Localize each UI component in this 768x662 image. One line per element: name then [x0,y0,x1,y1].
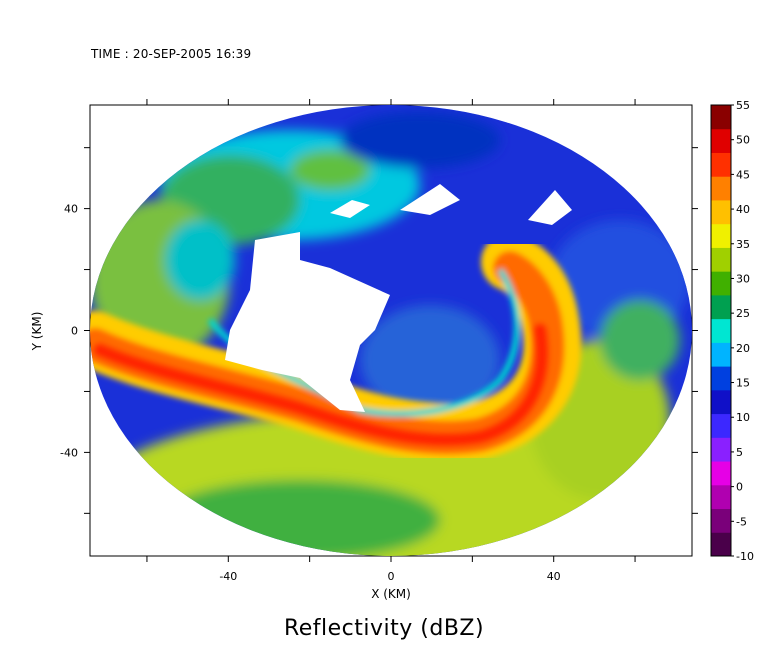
colorbar-tick-label: -10 [736,550,754,563]
colorbar-swatch [711,199,731,225]
colorbar-tick-label: 0 [736,481,743,494]
colorbar-swatch [711,128,731,153]
axes: -40 0 40 -40 0 40 [60,99,698,583]
colorbar-tick-label: 35 [736,238,750,251]
colorbar-tick-label: 40 [736,203,750,216]
y-axis-label: Y (KM) [30,312,44,352]
west-cyan-echo [165,220,235,300]
colorbar-tick-label: 15 [736,377,750,390]
x-tick-label: 0 [388,570,395,583]
north-no-data-3 [330,200,370,218]
colorbar-swatch [711,152,731,177]
colorbar-tick-label: 10 [736,411,750,424]
rainband-core [93,323,549,447]
colorbar-frame [710,104,732,557]
eye-wall-blue-echo [360,305,500,415]
y-tick-label: 40 [64,203,78,216]
reflectivity-field [90,105,692,556]
colorbar-swatch [711,176,731,201]
colorbar-swatch [711,223,731,248]
colorbar-swatch [711,461,731,486]
east-green-echo [600,300,680,380]
colorbar-swatch [711,271,731,296]
colorbar-tick-label: 5 [736,446,743,459]
colorbar-tick-label: 55 [736,99,750,112]
colorbar-swatch [711,105,731,130]
colorbar-swatch [711,508,731,533]
colorbar-swatch [711,437,731,462]
colorbar-tick-label: 50 [736,134,750,147]
y-tick-label: -40 [60,446,78,459]
chart-title: Reflectivity (dBZ) [283,616,485,641]
colorbar-tick-label: 25 [736,307,750,320]
colorbar-swatch [711,294,731,320]
colorbar-swatch [711,318,731,343]
colorbar-tick-label: 30 [736,272,750,285]
colorbar-swatch [711,413,731,438]
x-tick-label: -40 [219,570,237,583]
north-green-echo [290,150,370,190]
colorbar-swatch [711,247,731,272]
y-tick-label: 0 [71,325,78,338]
time-label: TIME : 20-SEP-2005 16:39 [91,47,252,61]
colorbar-swatch [711,532,731,557]
eye-no-data [225,232,390,412]
colorbar-tick-label: 45 [736,168,750,181]
colorbar-swatch [711,484,731,510]
colorbar-tick-label: -5 [736,515,747,528]
colorbar-swatch [711,389,731,415]
north-no-data-1 [400,184,460,215]
north-blue-echo [340,112,500,168]
colorbar-tick-label: 20 [736,342,750,355]
x-axis-label: X (KM) [371,587,411,601]
x-tick-label: 40 [547,570,561,583]
colorbar-swatch [711,342,731,367]
colorbar-swatch [711,366,731,391]
north-no-data-2 [528,190,572,225]
